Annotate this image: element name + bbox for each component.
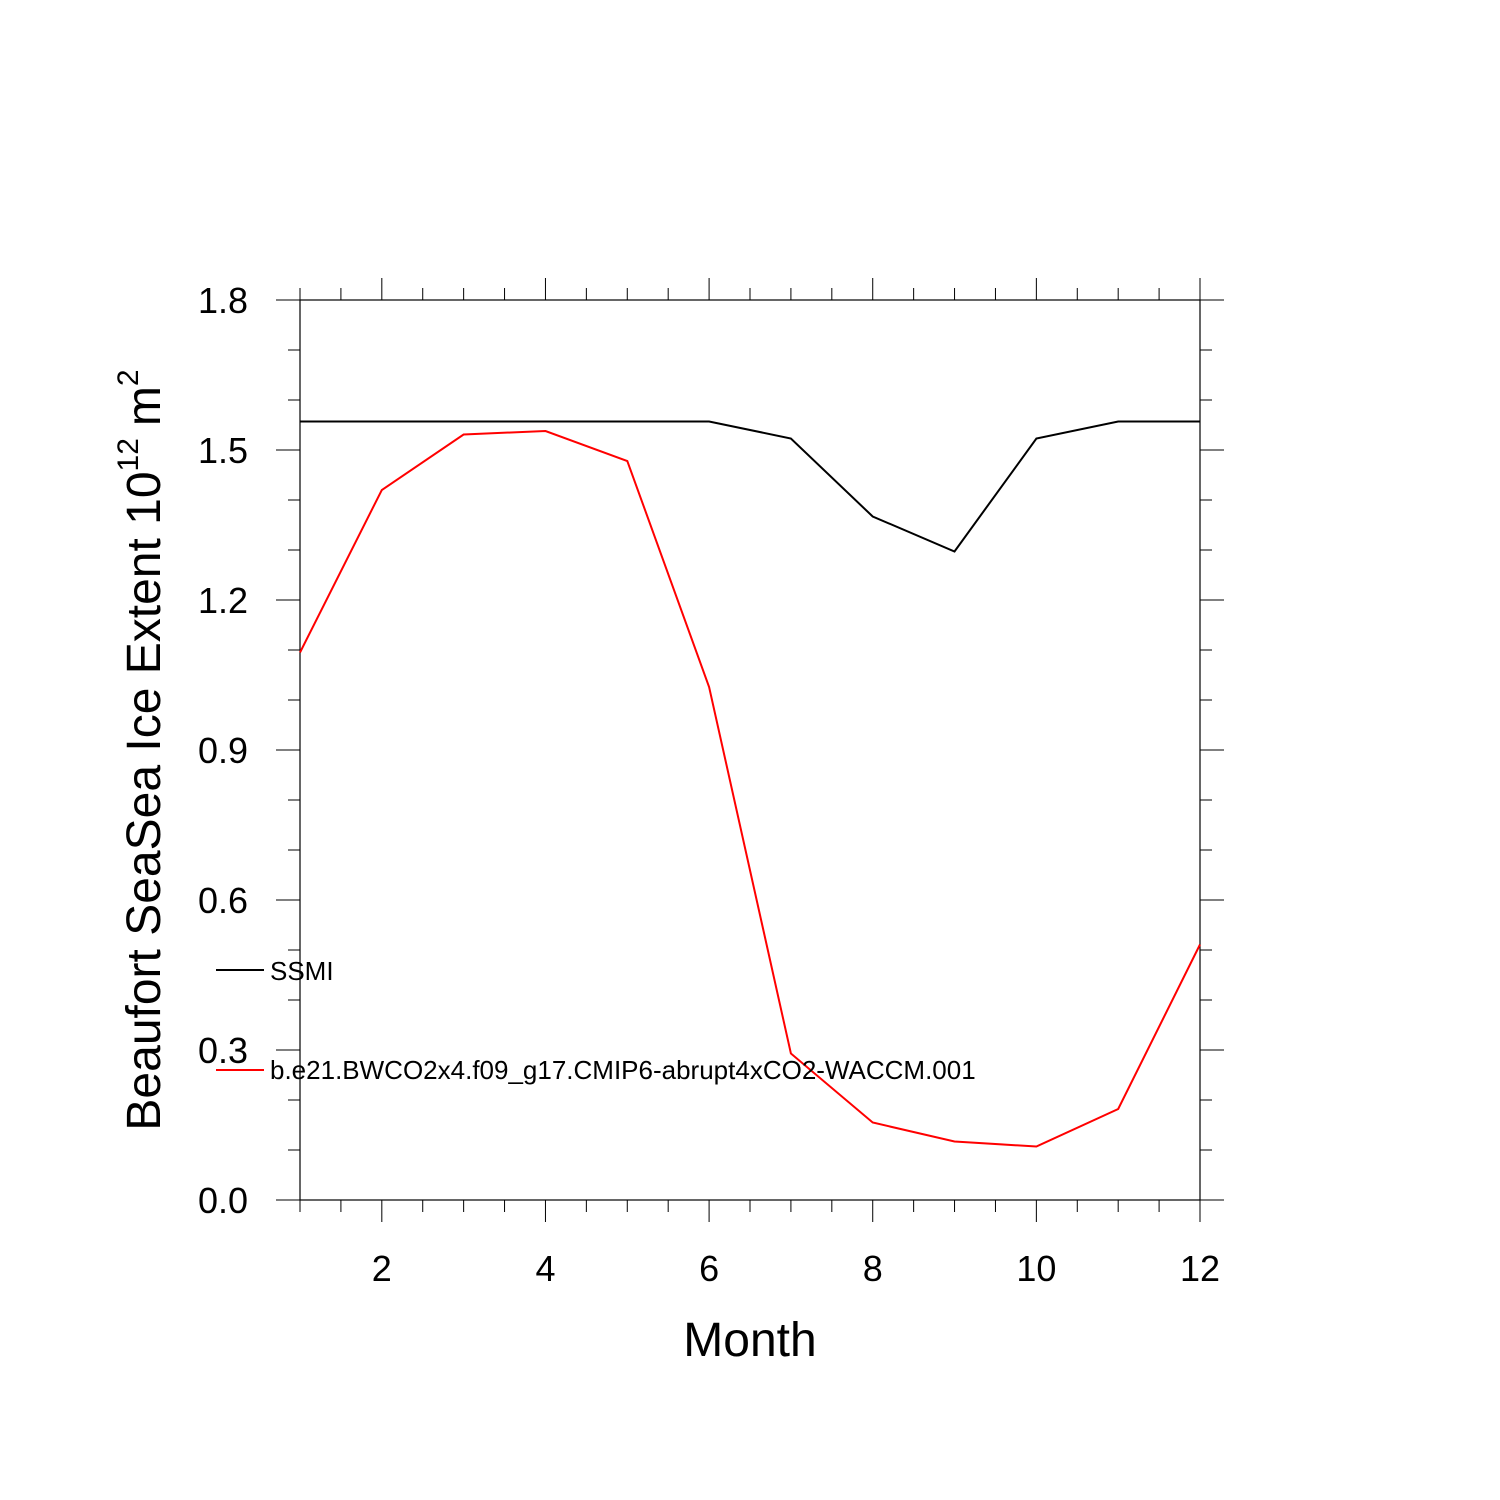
y-tick-label: 1.2 [198, 580, 248, 621]
y-tick-label: 0.9 [198, 730, 248, 771]
major-ticks [276, 278, 1224, 1222]
series-line-0 [300, 420, 1200, 553]
minor-ticks [288, 288, 1212, 1212]
legend: SSMI b.e21.BWCO2x4.f09_g17.CMIP6-abrupt4… [216, 956, 976, 1085]
y-axis-label-text: Beaufort SeaSea Ice Extent 10 [118, 471, 171, 1130]
legend-label-waccm: b.e21.BWCO2x4.f09_g17.CMIP6-abrupt4xCO2-… [270, 1055, 976, 1085]
x-tick-labels: 2 4 6 8 10 12 [372, 1248, 1220, 1289]
x-axis-label: Month [683, 1314, 816, 1367]
y-tick-labels: 0.0 0.3 0.6 0.9 1.2 1.5 1.8 [198, 280, 248, 1221]
y-tick-label: 1.8 [198, 280, 248, 321]
y-tick-label: 0.3 [198, 1030, 248, 1071]
x-tick-label: 8 [863, 1248, 883, 1289]
x-tick-label: 2 [372, 1248, 392, 1289]
x-tick-label: 10 [1016, 1248, 1056, 1289]
legend-label-ssmi: SSMI [270, 956, 334, 986]
series-lines [299, 420, 1201, 1148]
y-axis-label: Beaufort SeaSea Ice Extent 1012 m2 [112, 369, 171, 1130]
y-axis-label-unit: m [118, 386, 171, 426]
y-axis-label-unit-exponent: 2 [112, 369, 145, 386]
series-line-1 [299, 429, 1201, 1148]
x-tick-label: 6 [699, 1248, 719, 1289]
x-tick-label: 4 [535, 1248, 555, 1289]
y-tick-label: 0.0 [198, 1180, 248, 1221]
y-axis-label-exponent: 12 [112, 438, 145, 471]
x-tick-label: 12 [1180, 1248, 1220, 1289]
y-tick-label: 1.5 [198, 430, 248, 471]
y-tick-label: 0.6 [198, 880, 248, 921]
